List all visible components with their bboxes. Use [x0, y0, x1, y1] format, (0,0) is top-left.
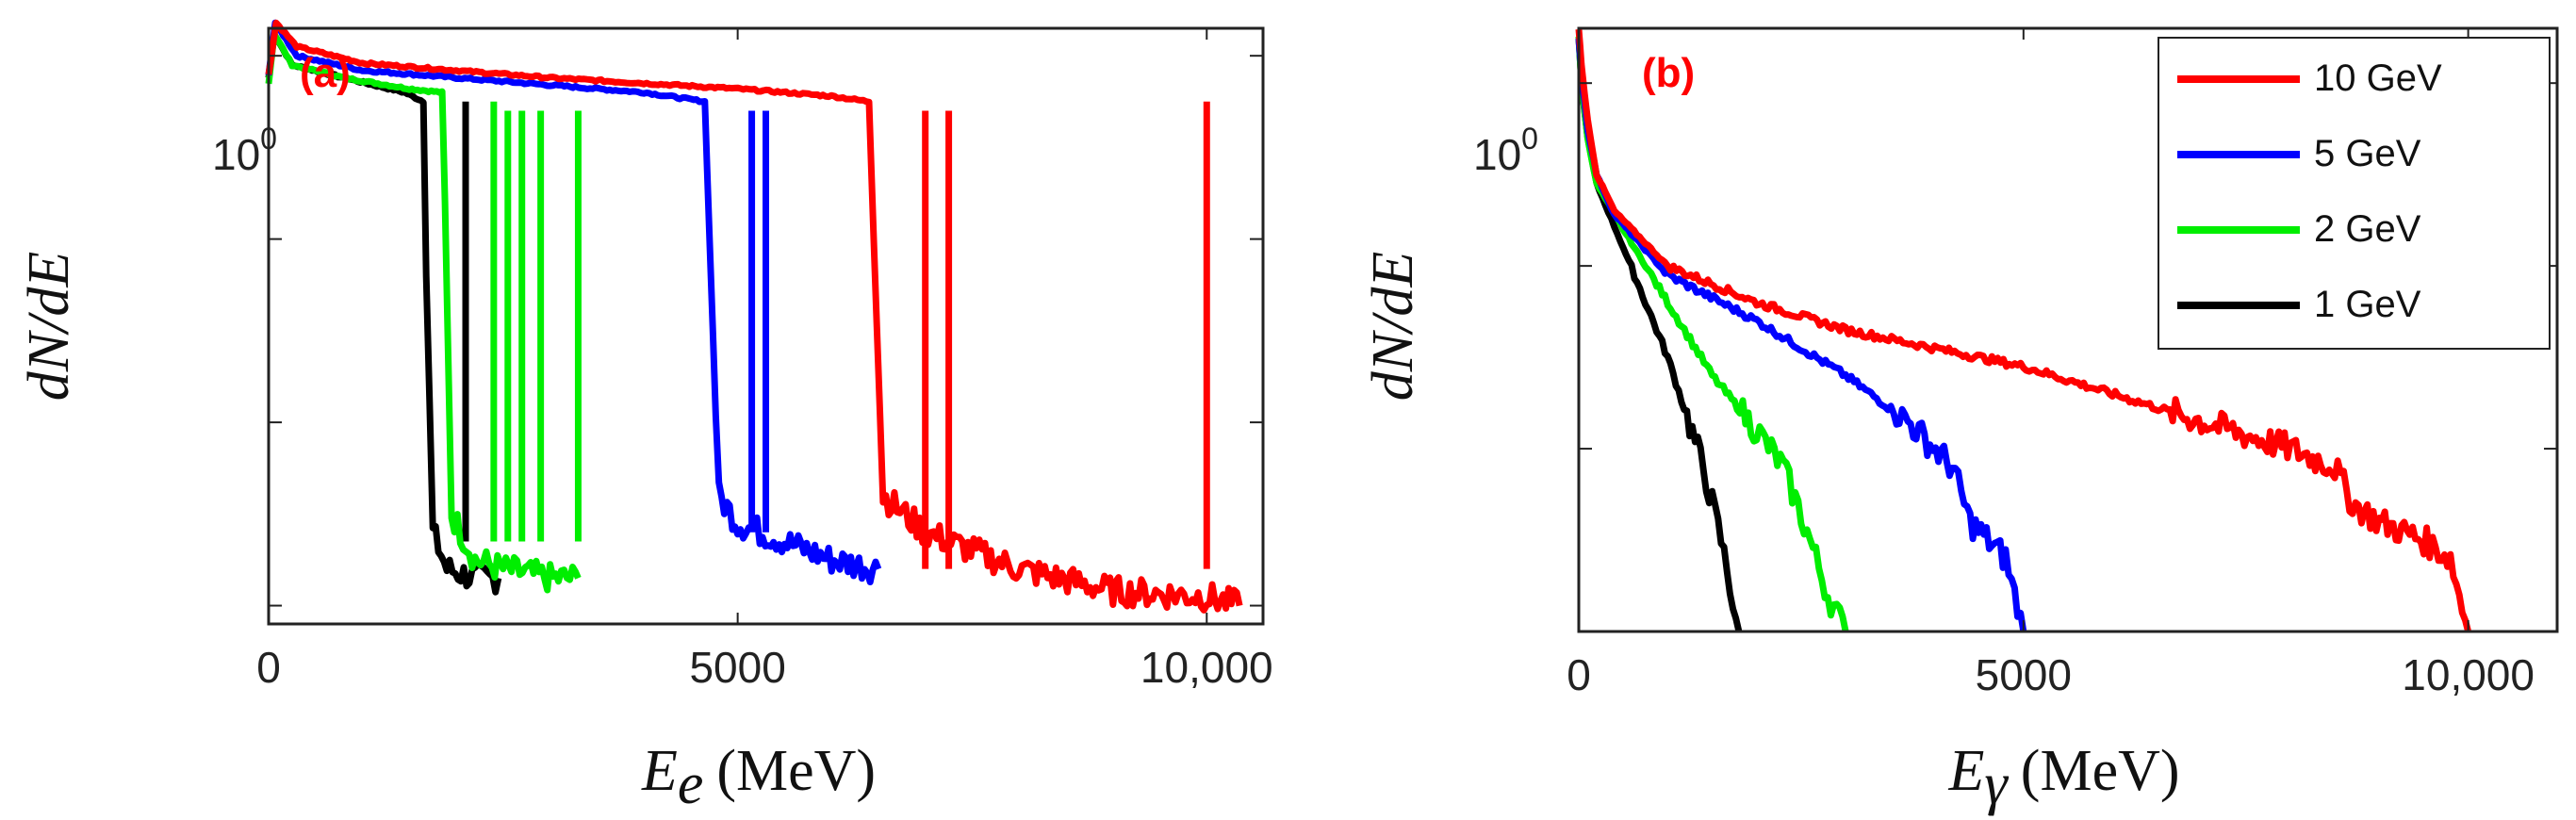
legend: 10 GeV 5 GeV 2 GeV 1 GeV — [2158, 37, 2551, 350]
panel-b-series-5-gev — [1575, 38, 2027, 632]
panel-a-series-5-gev — [265, 19, 882, 585]
panel-a-series — [265, 19, 1243, 614]
panel-a-series-10-gev — [265, 19, 1243, 614]
legend-box — [2158, 37, 2551, 350]
panel-a-y-axis-label: dN/dE — [17, 252, 81, 401]
panel-a-x-tick-label: 5000 — [689, 643, 785, 692]
panel-a-y-tick-label: 100 — [212, 122, 277, 179]
panel-b-frame — [1577, 26, 2559, 633]
panel-b-label: (b) — [1642, 50, 1695, 96]
legend-label: 10 GeV — [2314, 57, 2442, 99]
panel-b-x-axis-label: Eγ (MeV) — [1947, 739, 2179, 816]
panel-b-series — [1575, 28, 2471, 632]
panel-b-series-10-gev — [1575, 28, 2471, 632]
panel-b-x-tick-label: 5000 — [1976, 650, 2072, 699]
panel-b-x-tick-label: 0 — [1567, 650, 1591, 699]
legend-label: 5 GeV — [2314, 133, 2421, 174]
panel-a-label: (a) — [300, 50, 351, 96]
panel-a-x-tick-label: 10,000 — [1140, 643, 1273, 692]
panel-b: (b) 100 0 5000 10,000 Eγ (MeV) dN/dE 10 GeV… — [1361, 26, 2559, 816]
panel-a-series-2-gev — [265, 31, 582, 594]
panel-a-frame — [267, 26, 1265, 626]
legend-label: 2 GeV — [2314, 208, 2421, 250]
panel-b-x-tick-label: 10,000 — [2402, 650, 2535, 699]
panel-b-y-axis-label: dN/dE — [1361, 252, 1425, 401]
panel-a-x-tick-label: 0 — [256, 643, 281, 692]
panel-a-x-axis-label: Ee (MeV) — [641, 739, 876, 816]
panel-a: (a) 100 0 5000 10,000 Ee (MeV) dN/dE — [17, 19, 1273, 816]
legend-label: 1 GeV — [2314, 284, 2421, 325]
panel-b-y-tick-label: 100 — [1473, 122, 1538, 179]
